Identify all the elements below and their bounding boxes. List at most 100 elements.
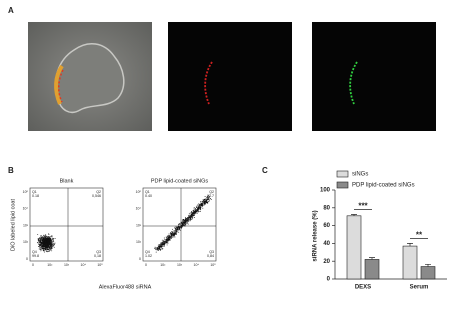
event-dot bbox=[181, 222, 182, 223]
x-tick-label: DEXS bbox=[355, 285, 371, 291]
event-dot bbox=[201, 205, 202, 207]
event-dot bbox=[210, 199, 212, 200]
event-dot bbox=[204, 203, 206, 205]
event-dot bbox=[47, 240, 49, 242]
x-tick-label: 10² bbox=[160, 263, 166, 267]
event-dot bbox=[197, 204, 199, 206]
event-dot bbox=[39, 240, 41, 242]
event-dot bbox=[175, 229, 177, 231]
event-dot bbox=[47, 244, 49, 246]
event-dot bbox=[49, 242, 51, 244]
event-dot bbox=[191, 217, 193, 219]
plot-frame bbox=[142, 187, 217, 262]
event-dot bbox=[41, 235, 42, 237]
event-dot bbox=[43, 245, 45, 247]
event-dot bbox=[190, 217, 191, 219]
event-dot bbox=[156, 248, 158, 250]
event-dot bbox=[44, 239, 46, 241]
event-dot bbox=[184, 224, 186, 226]
event-dot bbox=[194, 209, 196, 211]
event-dot bbox=[45, 241, 47, 243]
quadrant-name: Q2 bbox=[209, 190, 214, 194]
event-dot bbox=[201, 203, 203, 205]
event-dot bbox=[173, 235, 175, 237]
event-dot bbox=[45, 246, 47, 248]
legend-swatch bbox=[336, 181, 349, 189]
event-dot bbox=[165, 239, 167, 241]
event-dot bbox=[160, 249, 162, 251]
quadrant-value: 1.02 bbox=[145, 254, 152, 258]
event-dot bbox=[38, 238, 40, 240]
event-dot bbox=[185, 221, 187, 223]
y-tick-label: 10⁵ bbox=[136, 190, 142, 194]
event-dot bbox=[47, 245, 49, 247]
event-dot bbox=[191, 216, 193, 218]
event-dot bbox=[192, 213, 194, 215]
event-dot bbox=[187, 219, 189, 220]
event-dot bbox=[40, 242, 42, 244]
event-dot bbox=[154, 246, 156, 248]
event-dot bbox=[38, 246, 40, 247]
event-dot bbox=[48, 249, 50, 250]
event-dot bbox=[51, 239, 53, 240]
event-dot bbox=[45, 237, 47, 239]
quadrant-name: Q4 bbox=[32, 250, 37, 254]
event-dot bbox=[166, 240, 168, 242]
event-dot bbox=[155, 249, 157, 251]
event-dot bbox=[41, 247, 43, 249]
event-dot bbox=[45, 242, 47, 244]
event-dot bbox=[159, 247, 161, 248]
x-axis-label: AlexaFluor488 siRNA bbox=[99, 284, 152, 290]
event-dot bbox=[166, 240, 167, 242]
event-dot bbox=[47, 239, 49, 241]
event-dot bbox=[194, 212, 196, 214]
event-dot bbox=[50, 246, 52, 248]
event-dot bbox=[43, 237, 45, 239]
event-dot bbox=[172, 237, 174, 238]
event-dot bbox=[40, 246, 42, 248]
event-dot bbox=[51, 234, 53, 236]
event-dot bbox=[171, 233, 173, 235]
error-bar bbox=[369, 257, 375, 260]
event-dot bbox=[195, 210, 197, 212]
event-dot bbox=[200, 203, 202, 205]
event-dot bbox=[185, 224, 187, 226]
event-dot bbox=[166, 238, 168, 240]
y-tick-label: 100 bbox=[320, 188, 331, 194]
event-dot bbox=[168, 239, 170, 241]
event-dot bbox=[184, 221, 186, 223]
y-tick-label: 0 bbox=[26, 257, 28, 261]
legend-label: PDP lipid-coated siNGs bbox=[352, 183, 415, 189]
event-dot bbox=[40, 249, 42, 251]
event-dot bbox=[207, 198, 209, 200]
event-dot bbox=[37, 240, 39, 242]
event-dot bbox=[44, 246, 46, 248]
event-dot bbox=[47, 248, 49, 250]
panel-label: A bbox=[8, 6, 14, 15]
event-dot bbox=[208, 195, 210, 197]
event-dot bbox=[51, 242, 53, 244]
event-dot bbox=[208, 199, 210, 201]
cell-outline bbox=[54, 43, 125, 114]
event-dot bbox=[179, 227, 181, 229]
event-dot bbox=[42, 244, 44, 246]
event-dot bbox=[48, 237, 50, 239]
event-dot bbox=[170, 236, 172, 238]
event-dot bbox=[52, 242, 54, 244]
event-dot bbox=[53, 246, 55, 248]
event-dot bbox=[166, 241, 168, 243]
event-dot bbox=[161, 246, 163, 248]
event-dot bbox=[163, 239, 165, 241]
event-dot bbox=[49, 250, 50, 252]
event-dot bbox=[206, 195, 208, 197]
event-dot bbox=[51, 237, 53, 239]
event-dot bbox=[163, 237, 165, 239]
event-dot bbox=[182, 218, 184, 220]
event-dot bbox=[171, 234, 173, 236]
x-tick-label: 10³ bbox=[64, 263, 70, 267]
event-dot bbox=[49, 243, 51, 245]
event-dot bbox=[175, 232, 177, 233]
event-dot bbox=[162, 243, 164, 244]
quadrant-value: 0,546 bbox=[92, 194, 101, 198]
event-dot bbox=[46, 237, 47, 239]
